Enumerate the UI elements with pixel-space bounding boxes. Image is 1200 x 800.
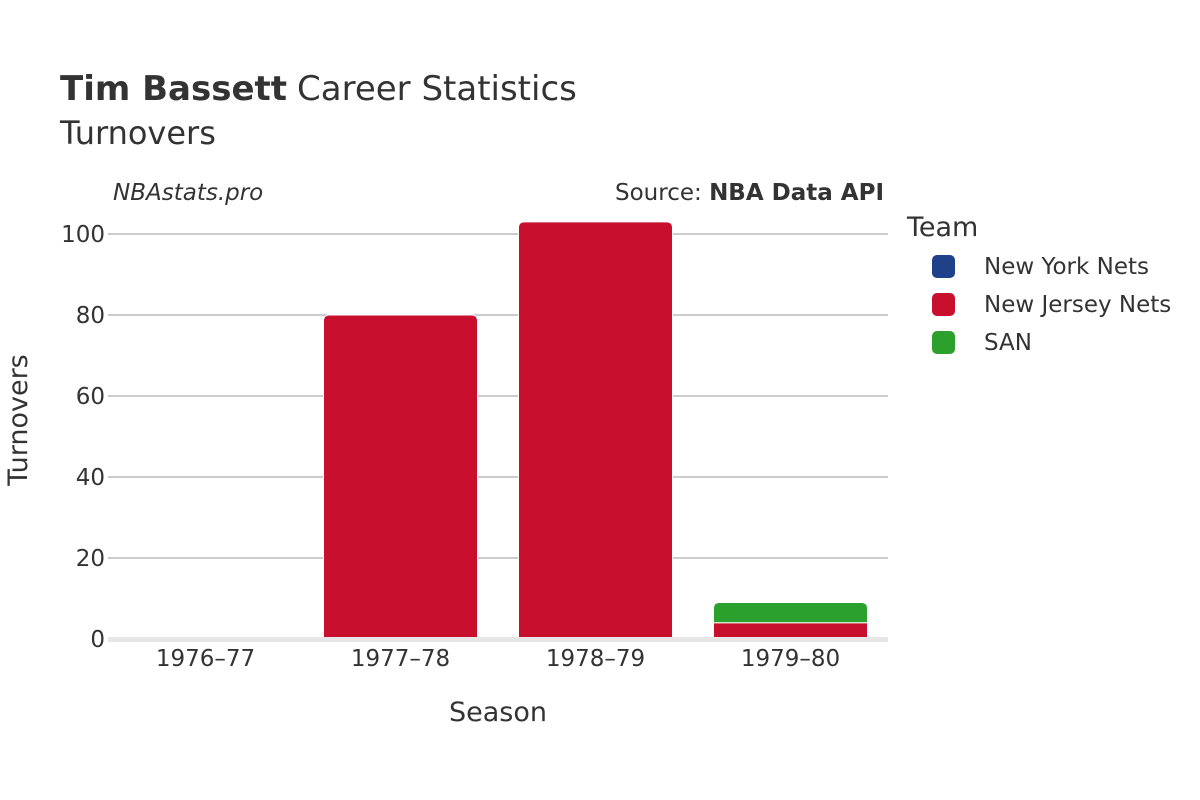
bars [322, 221, 869, 640]
y-tick-label: 60 [76, 384, 105, 410]
gridlines [108, 233, 888, 559]
legend-title: Team [906, 212, 978, 243]
title-player: Tim Bassett [60, 69, 287, 109]
source-prefix: Source: [615, 180, 709, 206]
y-tick-label: 0 [90, 627, 105, 653]
source-label: Source: NBA Data API [615, 180, 884, 206]
x-axis-ticks: 1976–77 1977–78 1978–79 1979–80 [156, 646, 840, 672]
x-tick-label: 1977–78 [351, 646, 450, 672]
title-rest: Career Statistics [297, 69, 577, 109]
y-tick-label: 20 [76, 546, 105, 572]
legend: New York Nets New Jersey Nets SAN [932, 254, 1171, 356]
bar-segment [322, 314, 479, 640]
x-axis-label: Season [449, 697, 547, 728]
chart-title: Tim Bassett Career Statistics [60, 69, 577, 109]
legend-label: New Jersey Nets [984, 292, 1171, 318]
x-tick-label: 1979–80 [741, 646, 840, 672]
y-tick-label: 40 [76, 465, 105, 491]
x-tick-label: 1978–79 [546, 646, 645, 672]
chart-subtitle: Turnovers [59, 114, 216, 152]
bar-segment [517, 221, 674, 640]
watermark: NBAstats.pro [113, 180, 263, 206]
bar-segment [712, 602, 869, 624]
x-axis-line [108, 637, 888, 642]
x-tick-label: 1976–77 [156, 646, 255, 672]
y-tick-label: 100 [61, 222, 105, 248]
legend-label: SAN [984, 330, 1032, 356]
legend-swatch [932, 293, 955, 316]
y-axis-label: Turnovers [3, 354, 34, 487]
legend-swatch [932, 255, 955, 278]
legend-label: New York Nets [984, 254, 1149, 280]
source-name: NBA Data API [709, 180, 884, 206]
legend-swatch [932, 331, 955, 354]
bar-segment [712, 622, 869, 640]
y-tick-label: 80 [76, 303, 105, 329]
y-axis-ticks: 0 20 40 60 80 100 [61, 222, 105, 653]
